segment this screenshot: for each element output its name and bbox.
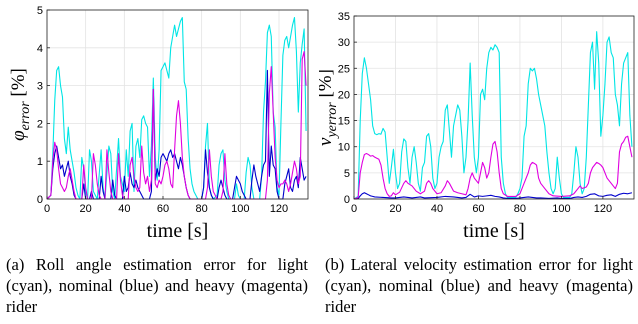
y-tick-label: 0	[344, 194, 350, 206]
chart-a: 0 20 40 60 80 100 120 0 1 2 3 4 5 time [s] φerror [%]	[8, 5, 309, 242]
series-line-0	[46, 17, 307, 200]
x-tick-label: 60	[157, 203, 169, 215]
x-tick-label: 20	[389, 203, 401, 215]
y-axis-label: φerror [%]	[8, 68, 33, 141]
y-tick-label: 5	[37, 5, 43, 17]
y-tick-label: 10	[338, 142, 350, 154]
y-tick-label: 4	[37, 43, 43, 55]
y-tick-label: 30	[338, 37, 350, 49]
x-tick-label: 100	[231, 203, 249, 215]
caption-a: (a) Roll angle estimation error for ligh…	[6, 255, 308, 316]
y-tick-label: 1	[37, 156, 43, 168]
y-tick-label: 5	[344, 168, 350, 180]
x-tick-label: 120	[594, 203, 612, 215]
y-tick-label: 20	[338, 89, 350, 101]
y-tick-label: 15	[338, 116, 350, 128]
series-line-2	[353, 135, 633, 200]
plot-frame	[353, 15, 635, 200]
x-tick-label: 40	[431, 203, 443, 215]
x-tick-label: 0	[351, 203, 357, 215]
x-tick-label: 80	[196, 203, 208, 215]
panel-b: 0 20 40 60 80 100 120 0 5 10 15 20 25 30 35 time [s] vye…	[319, 0, 638, 324]
x-tick-label: 120	[270, 203, 288, 215]
x-axis-label: time [s]	[463, 220, 525, 242]
y-tick-label: 25	[338, 63, 350, 75]
y-tick-label: 35	[338, 11, 350, 23]
series-line-1	[353, 192, 633, 200]
panel-a: 0 20 40 60 80 100 120 0 1 2 3 4 5 time [s] φerror [%] …	[6, 5, 309, 316]
series-line-0	[353, 31, 633, 200]
x-tick-label: 60	[472, 203, 484, 215]
y-tick-label: 3	[37, 81, 43, 93]
x-tick-label: 0	[44, 203, 50, 215]
series-line-2	[46, 51, 307, 200]
y-axis-label: vyerror [%]	[319, 69, 340, 146]
plot-frame	[46, 9, 309, 200]
caption-b: (b) Lateral velocity estimation error fo…	[325, 255, 633, 316]
x-tick-label: 40	[118, 203, 130, 215]
series-line-1	[46, 69, 307, 200]
x-tick-label: 20	[80, 203, 92, 215]
chart-b: 0 20 40 60 80 100 120 0 5 10 15 20 25 30 35 time [s] vye…	[319, 11, 635, 242]
y-tick-label: 2	[37, 118, 43, 130]
x-tick-label: 100	[552, 203, 570, 215]
x-axis-label: time [s]	[147, 220, 209, 242]
x-tick-label: 80	[514, 203, 526, 215]
y-tick-label: 0	[37, 194, 43, 206]
